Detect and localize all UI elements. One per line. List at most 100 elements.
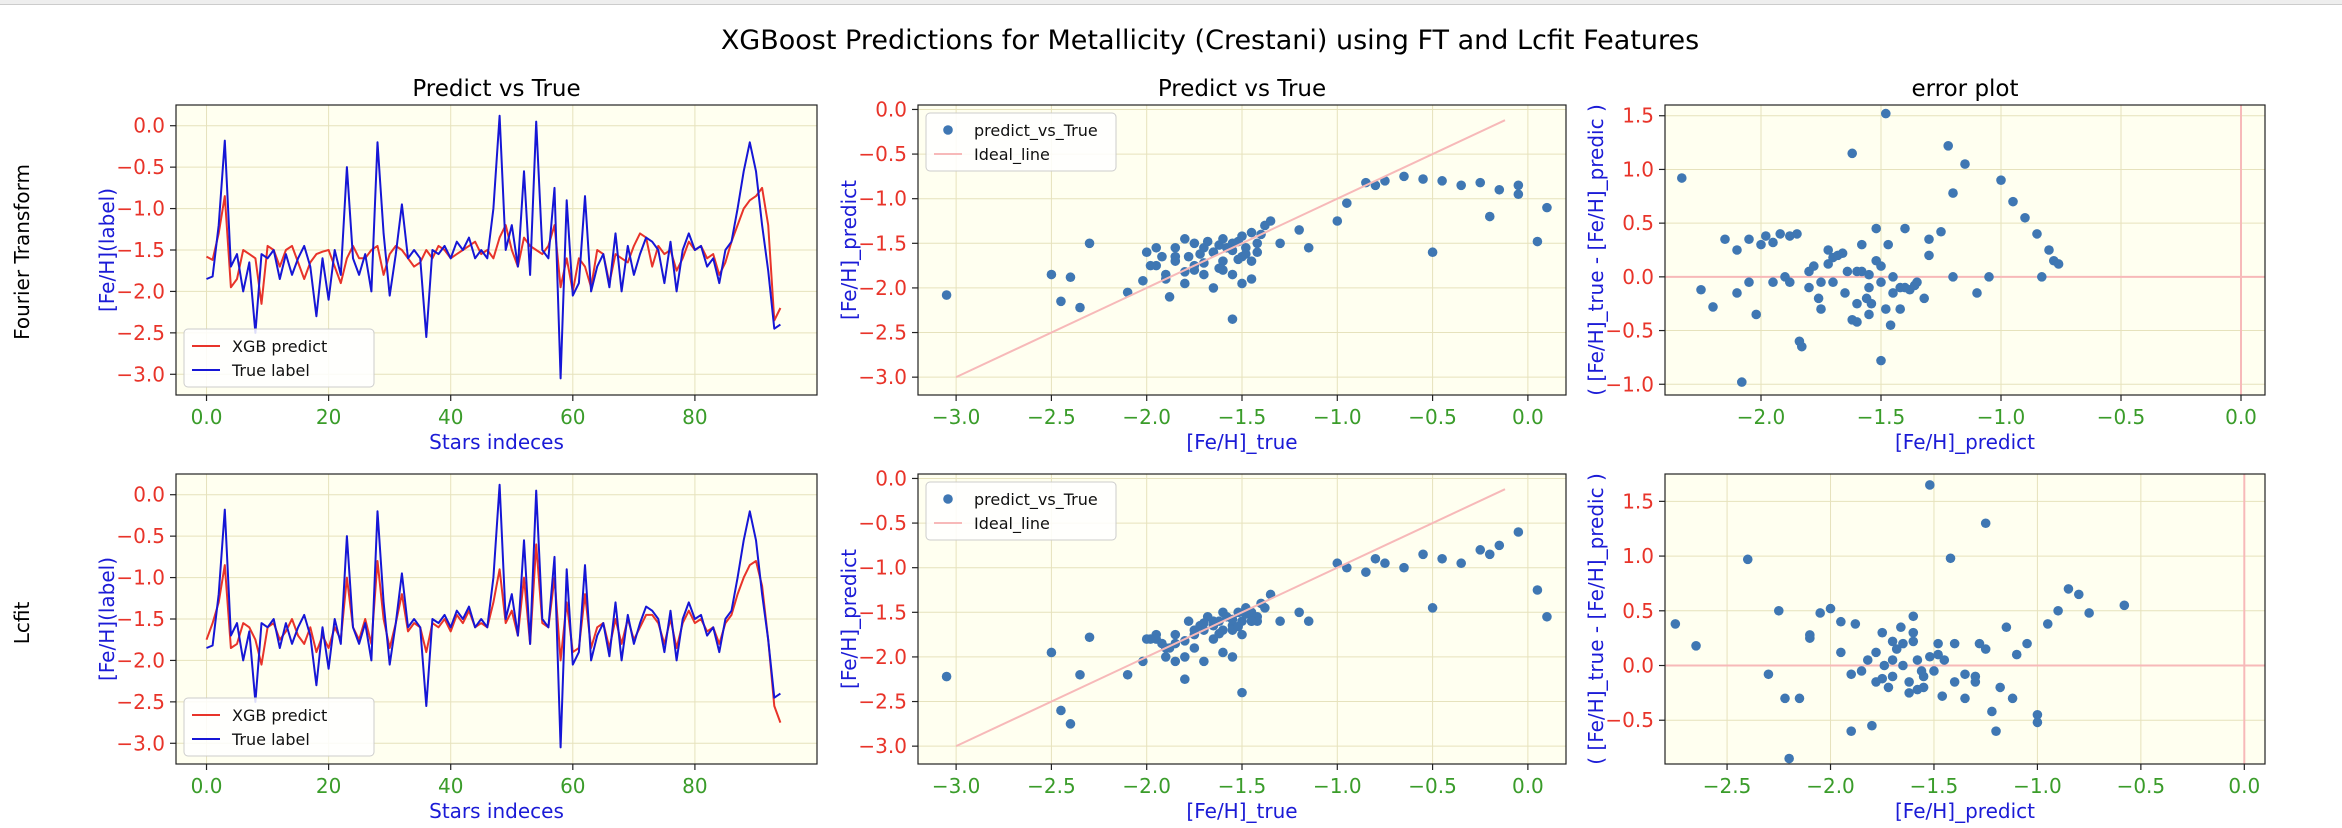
data-point (2037, 272, 2047, 282)
data-point (1794, 693, 1805, 704)
data-point (1180, 234, 1190, 244)
y-tick-label: −1.5 (116, 238, 165, 262)
data-point (1294, 607, 1304, 618)
data-point (1876, 261, 1886, 271)
data-point (2063, 584, 2074, 594)
data-point (1151, 242, 1162, 253)
y-tick-label: −2.5 (858, 321, 907, 345)
y-tick-label: −2.5 (116, 321, 165, 345)
x-axis-label: Stars indeces (429, 799, 564, 823)
data-point (1816, 304, 1826, 314)
y-tick-label: 0.0 (875, 466, 907, 490)
data-point (1227, 269, 1238, 280)
data-point (2032, 717, 2043, 728)
data-point (1696, 284, 1706, 295)
data-point (1924, 234, 1934, 245)
x-tick-label: −0.5 (1408, 405, 1457, 429)
x-tick-label: −1.0 (1313, 774, 1362, 798)
data-point (1237, 278, 1247, 289)
y-tick-label: −2.0 (116, 648, 165, 672)
data-point (1199, 269, 1209, 280)
y-tick-label: −0.5 (858, 142, 907, 166)
data-point (1237, 687, 1247, 698)
data-point (1856, 666, 1867, 676)
series-line-true (206, 114, 781, 380)
data-point (1847, 148, 1857, 159)
x-axis-label: [Fe/H]_true (1186, 430, 1297, 454)
y-tick-label: −1.0 (116, 197, 165, 221)
y-tick-label: 0.0 (1622, 265, 1654, 289)
data-point (1227, 314, 1238, 324)
plot-background (1665, 474, 2265, 764)
data-point (1813, 293, 1824, 304)
data-point (1170, 629, 1181, 640)
data-point (1208, 283, 1219, 293)
data-point (1768, 237, 1778, 248)
y-tick-label: 0.5 (1622, 211, 1654, 235)
data-point (1864, 309, 1874, 320)
data-point (1183, 616, 1194, 627)
data-point (1180, 278, 1190, 289)
data-point (1732, 245, 1742, 255)
data-point (1773, 605, 1784, 616)
ideal-line (955, 119, 1506, 379)
data-point (1418, 549, 1428, 560)
data-point (1138, 275, 1148, 286)
panel-lc-error: −2.5 −2.0 −1.5 −1.0 −0.5 0.0 1.5 1.0 0.5 0.0 −0.5 [… (1584, 473, 2266, 823)
data-point (1737, 377, 1747, 387)
data-point (1908, 611, 1919, 622)
y-tick-label: −0.5 (1605, 319, 1654, 343)
data-point (1887, 655, 1898, 665)
y-tick-label: 0.5 (1622, 599, 1654, 623)
data-point (1303, 242, 1314, 253)
panel-lc-line: 0.0 20 40 60 80 0.0 −0.5 −1.0 −1.5 −2.0 −2.5 −3.0 St… (95, 473, 818, 823)
x-tick-label: −0.5 (2117, 774, 2166, 798)
data-point (1864, 282, 1874, 293)
data-point (1677, 173, 1687, 183)
data-point (1513, 180, 1524, 191)
data-point (1183, 251, 1194, 262)
data-point (1157, 251, 1167, 262)
data-point (1170, 656, 1181, 667)
y-tick-label: −1.0 (858, 556, 907, 580)
data-point (2084, 608, 2094, 618)
panel-title: Predict vs True (1158, 76, 1326, 102)
data-point (1744, 234, 1754, 245)
data-point (1908, 636, 1919, 647)
data-point (1785, 231, 1795, 241)
data-point (1227, 652, 1238, 662)
data-point (1909, 280, 1920, 291)
data-point (1881, 304, 1891, 314)
y-axis-label: [Fe/H]_predict (837, 549, 861, 689)
data-point (1157, 638, 1167, 649)
data-point (1850, 619, 1861, 629)
data-point (1916, 666, 1927, 676)
data-point (1720, 234, 1730, 245)
data-point (1303, 616, 1314, 627)
data-point (1145, 260, 1156, 271)
data-point (1046, 647, 1057, 658)
data-point (2073, 589, 2084, 600)
panels-group: 0.0 20 40 60 80 0.0 −0.5 −1.0 −1.5 −2.0 −2.5 −3.0 Pr… (95, 76, 2266, 823)
data-point (941, 671, 952, 682)
y-tick-label: −3.0 (858, 734, 907, 758)
data-point (1199, 656, 1209, 667)
x-axis-label: Stars indeces (429, 430, 564, 454)
data-point (1823, 259, 1833, 269)
data-point (2042, 619, 2053, 629)
data-point (1542, 202, 1552, 213)
legend-box (183, 697, 375, 757)
x-tick-label: −1.5 (1218, 405, 1267, 429)
legend-swatch-points (943, 125, 953, 135)
data-point (1275, 238, 1285, 249)
panel-ft-scatter: −3.0 −2.5 −2.0 −1.5 −1.0 −0.5 0.0 0.0 −0.5 −1.0 −1… (837, 76, 1567, 454)
y-axis-label: ( [Fe/H]_true - [Fe/H]_predic ) (1584, 473, 1608, 765)
data-point (1456, 180, 1466, 191)
data-point (1837, 248, 1848, 259)
data-point (1816, 277, 1826, 288)
data-point (1170, 251, 1181, 262)
x-tick-label: 40 (438, 774, 463, 798)
data-point (1852, 317, 1862, 327)
y-tick-label: −3.0 (858, 365, 907, 389)
data-point (1883, 682, 1894, 693)
